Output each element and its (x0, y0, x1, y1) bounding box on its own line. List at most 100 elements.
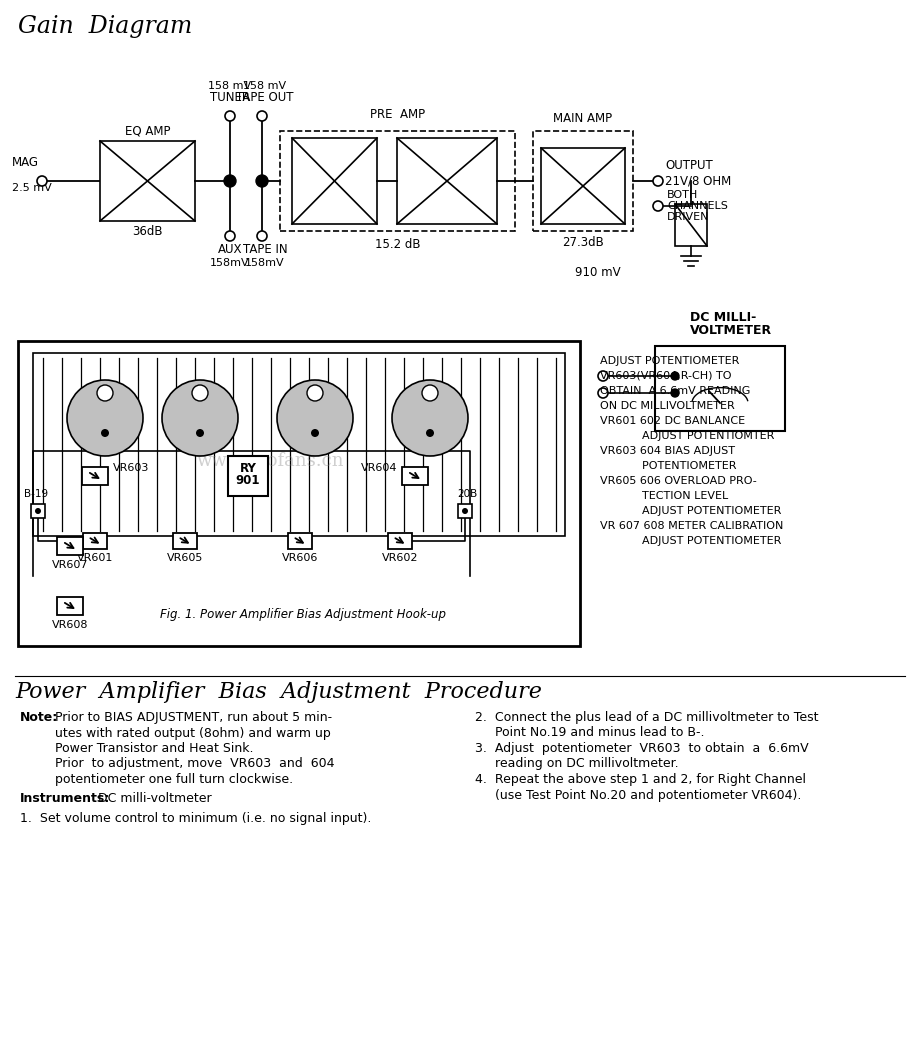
Bar (83, 467, 108, 486)
Text: OBTAIN  A 6.6mV READING: OBTAIN A 6.6mV READING (599, 386, 750, 396)
Text: POTENTIOMETER: POTENTIOMETER (599, 461, 736, 471)
Bar (31, 504, 45, 518)
Text: Prior to BIAS ADJUSTMENT, run about 5 min-: Prior to BIAS ADJUSTMENT, run about 5 mi… (55, 710, 332, 724)
Circle shape (162, 380, 238, 456)
Circle shape (277, 380, 353, 456)
Text: Gain  Diagram: Gain Diagram (18, 15, 192, 38)
Circle shape (670, 389, 678, 397)
Text: VR608: VR608 (51, 620, 88, 630)
Text: reading on DC millivoltmeter.: reading on DC millivoltmeter. (474, 758, 678, 770)
Text: PRE  AMP: PRE AMP (369, 108, 425, 121)
Circle shape (311, 429, 319, 437)
Bar (654, 346, 784, 431)
Circle shape (652, 176, 663, 186)
Circle shape (425, 429, 434, 437)
Text: (use Test Point No.20 and potentiometer VR604).: (use Test Point No.20 and potentiometer … (474, 788, 800, 802)
Bar (458, 504, 471, 518)
Text: 2.  Connect the plus lead of a DC millivoltmeter to Test: 2. Connect the plus lead of a DC millivo… (474, 710, 818, 724)
Circle shape (96, 385, 113, 401)
Text: MAG: MAG (12, 156, 39, 169)
Text: VR604: VR604 (360, 463, 397, 473)
Text: EQ AMP: EQ AMP (125, 124, 170, 137)
Circle shape (307, 385, 323, 401)
Text: VR601 602 DC BANLANCE: VR601 602 DC BANLANCE (599, 416, 744, 426)
Text: 1.  Set volume control to minimum (i.e. no signal input).: 1. Set volume control to minimum (i.e. n… (20, 811, 371, 825)
Text: ADJUST POTENTIOMETER: ADJUST POTENTIOMETER (599, 536, 780, 547)
Text: OUTPUT: OUTPUT (664, 159, 712, 172)
Text: 158 mV: 158 mV (209, 81, 251, 91)
Text: 20B: 20B (457, 489, 477, 499)
Text: ON DC MILLIVOLTMETER: ON DC MILLIVOLTMETER (599, 401, 734, 411)
Circle shape (652, 201, 663, 211)
Text: 910 mV: 910 mV (574, 266, 620, 279)
Bar (388, 533, 412, 550)
Text: ADJUST POTENTIOMTER: ADJUST POTENTIOMTER (599, 431, 774, 441)
Text: DC MILLI-: DC MILLI- (689, 311, 755, 324)
Circle shape (37, 176, 47, 186)
Circle shape (225, 111, 234, 121)
Circle shape (196, 429, 204, 437)
Circle shape (256, 111, 267, 121)
Text: TAPE IN: TAPE IN (243, 243, 287, 256)
Text: 3.  Adjust  potentiometer  VR603  to obtain  a  6.6mV: 3. Adjust potentiometer VR603 to obtain … (474, 742, 808, 755)
Text: VR606: VR606 (281, 553, 318, 563)
Text: VR603 604 BIAS ADJUST: VR603 604 BIAS ADJUST (599, 446, 734, 456)
Circle shape (223, 176, 236, 187)
Text: VR607: VR607 (51, 560, 88, 570)
Text: TUNER: TUNER (210, 91, 250, 104)
Text: ADJUST POTENTIOMETER: ADJUST POTENTIOMETER (599, 356, 739, 366)
Text: TECTION LEVEL: TECTION LEVEL (599, 491, 728, 501)
Circle shape (255, 176, 267, 187)
Text: TAPE OUT: TAPE OUT (236, 91, 293, 104)
Text: VR603(VR604,R-CH) TO: VR603(VR604,R-CH) TO (599, 371, 731, 382)
Text: 901: 901 (235, 474, 260, 487)
Bar (57, 597, 83, 615)
Text: Point No.19 and minus lead to B-.: Point No.19 and minus lead to B-. (474, 726, 704, 740)
Text: 15.2 dB: 15.2 dB (374, 238, 420, 251)
Text: 27.3dB: 27.3dB (562, 236, 603, 249)
Text: 21V/8 OHM: 21V/8 OHM (664, 174, 731, 187)
Circle shape (35, 508, 41, 514)
Circle shape (225, 231, 234, 241)
Text: 4.  Repeat the above step 1 and 2, for Right Channel: 4. Repeat the above step 1 and 2, for Ri… (474, 772, 805, 786)
Bar (397, 138, 496, 224)
Text: www.caofans.cn: www.caofans.cn (196, 452, 344, 470)
Text: ADJUST POTENTIOMETER: ADJUST POTENTIOMETER (599, 506, 780, 516)
Bar (84, 533, 107, 550)
Bar (532, 131, 632, 231)
Text: VR602: VR602 (381, 553, 418, 563)
Text: VR 607 608 METER CALIBRATION: VR 607 608 METER CALIBRATION (599, 521, 782, 531)
Text: VR605 606 OVERLOAD PRO-: VR605 606 OVERLOAD PRO- (599, 476, 756, 486)
Text: B-19: B-19 (24, 489, 48, 499)
Bar (173, 533, 197, 550)
Text: DRIVEN: DRIVEN (666, 212, 709, 222)
Text: BOTH: BOTH (666, 190, 698, 200)
Bar (291, 138, 377, 224)
Text: Power  Amplifier  Bias  Adjustment  Procedure: Power Amplifier Bias Adjustment Procedur… (15, 681, 541, 703)
Text: Power Transistor and Heat Sink.: Power Transistor and Heat Sink. (55, 742, 254, 755)
Text: RY: RY (239, 462, 256, 475)
Text: VR605: VR605 (166, 553, 203, 563)
Text: Fig. 1. Power Amplifier Bias Adjustment Hook-up: Fig. 1. Power Amplifier Bias Adjustment … (160, 607, 446, 621)
Text: Prior  to adjustment, move  VR603  and  604: Prior to adjustment, move VR603 and 604 (55, 758, 335, 770)
Text: Note:: Note: (20, 710, 58, 724)
Bar (675, 204, 706, 246)
Text: DC milli-voltmeter: DC milli-voltmeter (98, 791, 211, 805)
Circle shape (192, 385, 208, 401)
Bar (57, 537, 83, 555)
Text: VR601: VR601 (76, 553, 113, 563)
Text: utes with rated output (8ohm) and warm up: utes with rated output (8ohm) and warm u… (55, 726, 331, 740)
Circle shape (256, 231, 267, 241)
Circle shape (461, 508, 468, 514)
Circle shape (391, 380, 468, 456)
Text: 2.5 mV: 2.5 mV (12, 183, 51, 193)
Text: 158 mV: 158 mV (244, 81, 286, 91)
Text: CHANNELS: CHANNELS (666, 201, 727, 211)
Circle shape (101, 429, 108, 437)
Circle shape (67, 380, 142, 456)
Text: AUX: AUX (218, 243, 242, 256)
Bar (279, 131, 515, 231)
Bar (18, 341, 579, 646)
Circle shape (670, 372, 678, 380)
Bar (402, 467, 427, 486)
